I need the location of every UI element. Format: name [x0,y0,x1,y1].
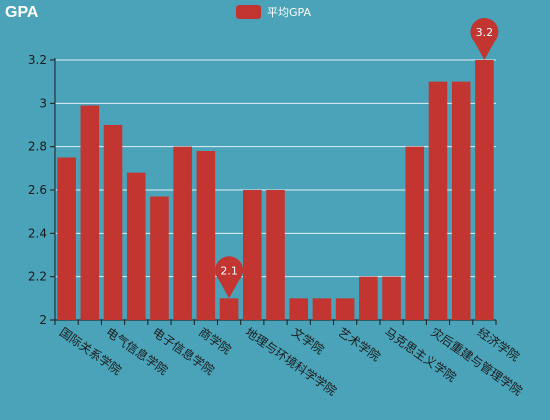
marker-label: 2.1 [220,264,238,277]
x-tick-label: 艺术学院 [335,324,383,364]
bar[interactable] [382,276,401,320]
bar[interactable] [428,81,448,321]
bar[interactable] [150,196,169,321]
y-tick-label: 2.6 [28,183,47,197]
bar[interactable] [359,276,378,320]
y-tick-label: 2.8 [28,140,47,154]
bar[interactable] [266,190,285,320]
y-tick-label: 2.2 [28,270,47,284]
bar[interactable] [103,125,123,320]
bar[interactable] [126,172,146,320]
bar[interactable] [289,298,308,320]
bar[interactable] [335,298,355,320]
bar[interactable] [173,146,192,320]
bar[interactable] [57,157,76,321]
x-tick-label: 商学院 [196,324,234,357]
legend[interactable]: 平均GPA [236,4,311,20]
y-tick-label: 3 [39,96,47,110]
bar[interactable] [219,298,239,320]
bar[interactable] [451,81,471,321]
bar[interactable] [243,190,262,320]
bar[interactable] [196,151,216,320]
bar[interactable] [312,298,332,320]
y-tick-label: 2.4 [28,226,47,240]
marker-pin[interactable] [215,256,244,299]
x-tick-label: 文学院 [289,324,327,357]
bar[interactable] [475,60,494,320]
bar[interactable] [80,105,100,321]
y-tick-label: 2 [39,313,47,327]
bar[interactable] [405,146,425,320]
marker-label: 3.2 [476,26,494,39]
marker-pin[interactable] [470,17,499,61]
legend-swatch [236,5,261,19]
chart-title: GPA [5,4,39,21]
y-tick-label: 3.2 [28,53,47,67]
legend-label: 平均GPA [267,6,311,19]
